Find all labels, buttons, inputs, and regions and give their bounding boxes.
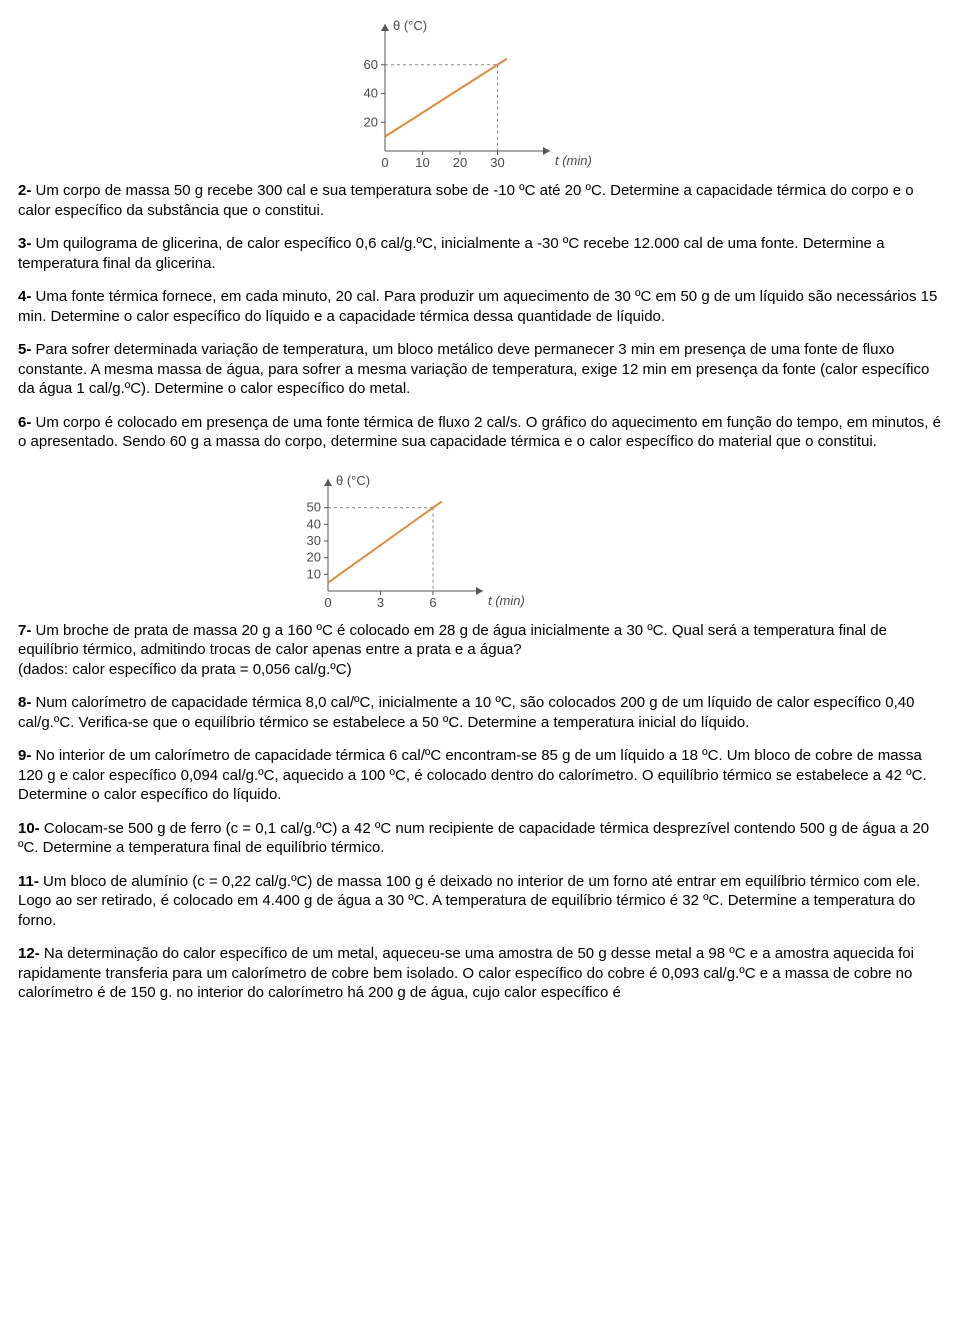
svg-text:20: 20 bbox=[453, 155, 467, 170]
svg-text:60: 60 bbox=[364, 57, 378, 72]
svg-text:3: 3 bbox=[377, 595, 384, 610]
q3-num: 3- bbox=[18, 235, 31, 252]
svg-text:30: 30 bbox=[490, 155, 504, 170]
question-8: 8- Num calorímetro de capacidade térmica… bbox=[18, 693, 942, 732]
q5-text: Para sofrer determinada variação de temp… bbox=[18, 341, 929, 397]
question-7: 7- Um broche de prata de massa 20 g a 16… bbox=[18, 621, 942, 680]
svg-text:10: 10 bbox=[307, 566, 321, 581]
q6-num: 6- bbox=[18, 414, 31, 431]
q12-text: Na determinação do calor específico de u… bbox=[18, 945, 914, 1001]
q2-text: Um corpo de massa 50 g recebe 300 cal e … bbox=[18, 182, 914, 219]
svg-text:θ (°C): θ (°C) bbox=[393, 18, 427, 33]
q5-num: 5- bbox=[18, 341, 31, 358]
question-4: 4- Uma fonte térmica fornece, em cada mi… bbox=[18, 287, 942, 326]
question-10: 10- Colocam-se 500 g de ferro (c = 0,1 c… bbox=[18, 819, 942, 858]
question-5: 5- Para sofrer determinada variação de t… bbox=[18, 340, 942, 399]
q7-num: 7- bbox=[18, 622, 31, 639]
svg-text:6: 6 bbox=[429, 595, 436, 610]
svg-text:θ (°C): θ (°C) bbox=[336, 473, 370, 488]
q7-text: Um broche de prata de massa 20 g a 160 º… bbox=[18, 622, 887, 659]
svg-text:20: 20 bbox=[364, 114, 378, 129]
question-6: 6- Um corpo é colocado em presença de um… bbox=[18, 413, 942, 452]
q10-num: 10- bbox=[18, 820, 40, 837]
q3-text: Um quilograma de glicerina, de calor esp… bbox=[18, 235, 884, 272]
q7-extra: (dados: calor específico da prata = 0,05… bbox=[18, 661, 352, 678]
chart-1: 20 40 60 0 10 20 30 θ (°C) t (min) bbox=[330, 16, 630, 171]
q12-num: 12- bbox=[18, 945, 40, 962]
q8-text: Num calorímetro de capacidade térmica 8,… bbox=[18, 694, 914, 731]
svg-text:50: 50 bbox=[307, 499, 321, 514]
svg-text:t (min): t (min) bbox=[488, 593, 525, 608]
svg-text:40: 40 bbox=[307, 516, 321, 531]
q6-text: Um corpo é colocado em presença de uma f… bbox=[18, 414, 941, 451]
chart-2: 1020304050036θ (°C)t (min) bbox=[278, 466, 628, 611]
svg-text:20: 20 bbox=[307, 549, 321, 564]
svg-text:10: 10 bbox=[415, 155, 429, 170]
chart-1-container: 20 40 60 0 10 20 30 θ (°C) t (min) bbox=[18, 16, 942, 171]
q8-num: 8- bbox=[18, 694, 31, 711]
q2-num: 2- bbox=[18, 182, 31, 199]
q4-text: Uma fonte térmica fornece, em cada minut… bbox=[18, 288, 937, 325]
svg-text:40: 40 bbox=[364, 86, 378, 101]
question-11: 11- Um bloco de alumínio (c = 0,22 cal/g… bbox=[18, 872, 942, 931]
question-3: 3- Um quilograma de glicerina, de calor … bbox=[18, 234, 942, 273]
chart-2-container: 1020304050036θ (°C)t (min) bbox=[278, 466, 942, 611]
q11-num: 11- bbox=[18, 873, 39, 890]
q4-num: 4- bbox=[18, 288, 31, 305]
svg-text:0: 0 bbox=[381, 155, 388, 170]
question-12: 12- Na determinação do calor específico … bbox=[18, 944, 942, 1003]
q11-text: Um bloco de alumínio (c = 0,22 cal/g.ºC)… bbox=[18, 873, 920, 929]
q9-text: No interior de um calorímetro de capacid… bbox=[18, 747, 927, 803]
q9-num: 9- bbox=[18, 747, 31, 764]
question-9: 9- No interior de um calorímetro de capa… bbox=[18, 746, 942, 805]
svg-text:t (min): t (min) bbox=[555, 153, 592, 168]
question-2: 2- Um corpo de massa 50 g recebe 300 cal… bbox=[18, 181, 942, 220]
svg-text:30: 30 bbox=[307, 533, 321, 548]
q10-text: Colocam-se 500 g de ferro (c = 0,1 cal/g… bbox=[18, 820, 929, 857]
svg-text:0: 0 bbox=[324, 595, 331, 610]
